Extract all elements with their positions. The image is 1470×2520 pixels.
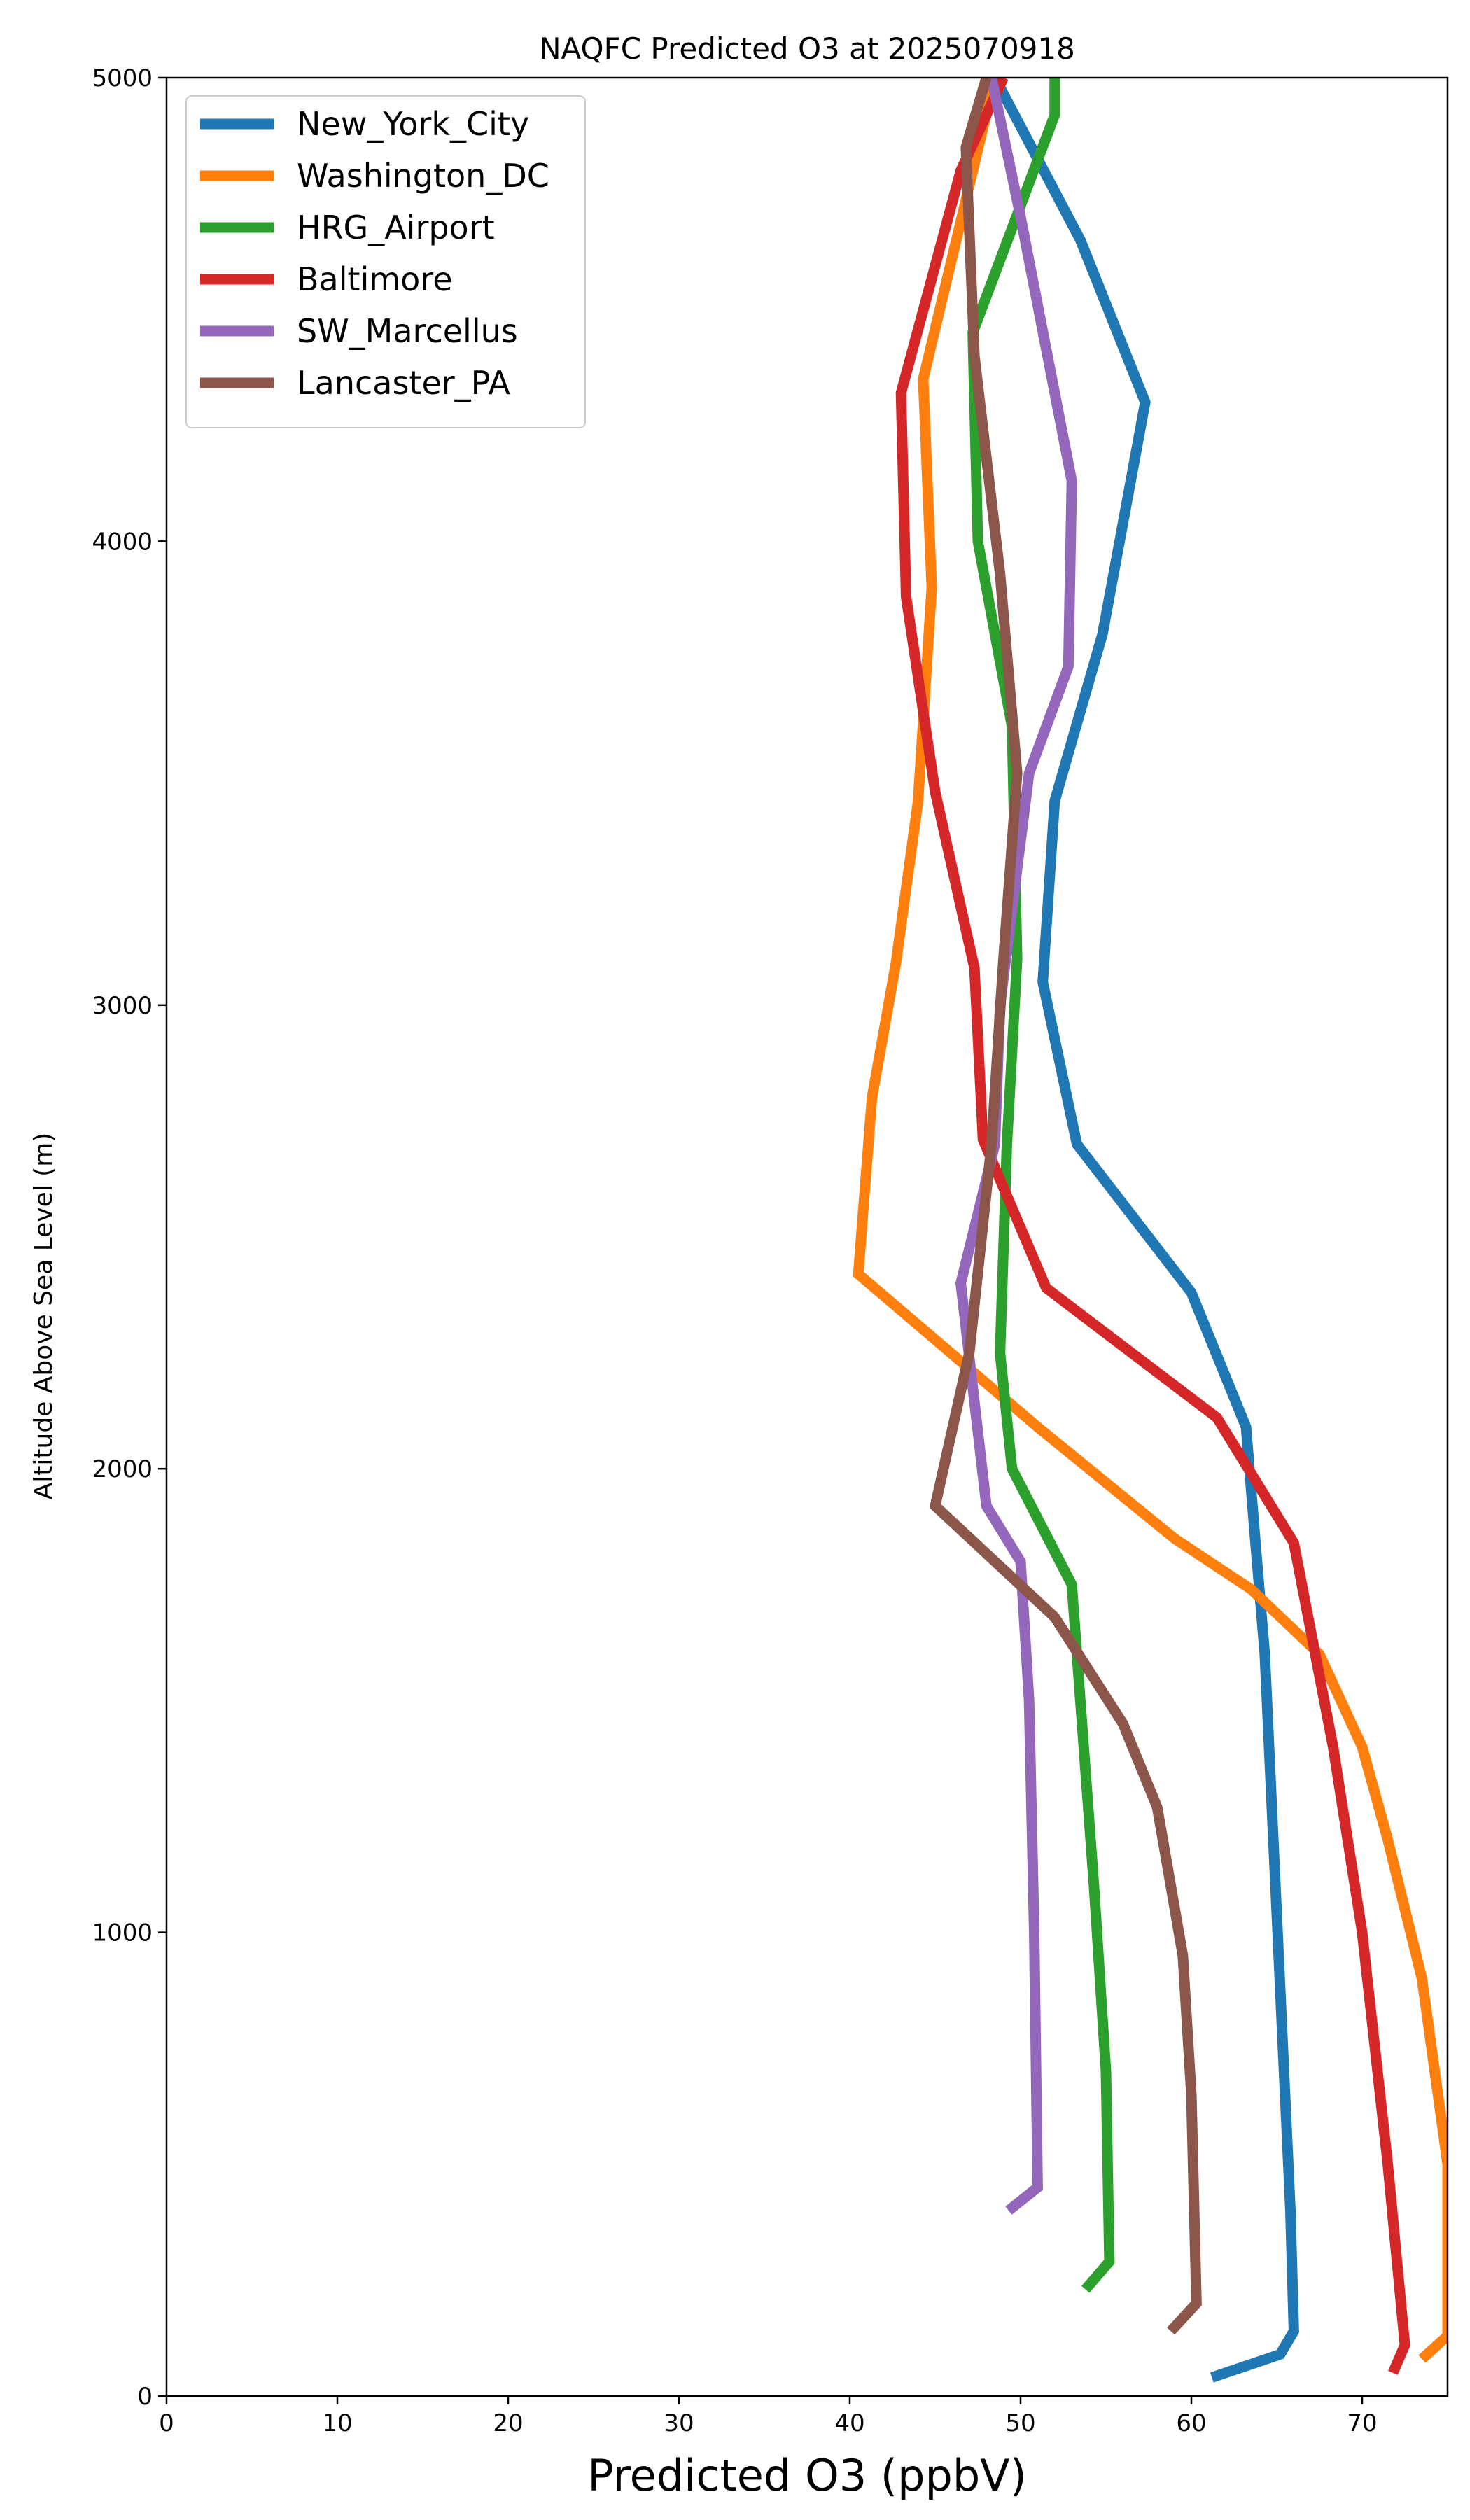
x-tick-label: 20 <box>493 2409 523 2437</box>
x-axis-ticks: 0 10 20 30 40 50 60 70 <box>159 2396 1378 2437</box>
series-line-hrg-airport <box>967 78 1115 2293</box>
chart-title: NAQFC Predicted O3 at 2025070918 <box>539 31 1075 66</box>
x-tick-label: 60 <box>1176 2409 1206 2437</box>
legend-label: SW_Marcellus <box>297 312 518 350</box>
series-line-lancaster-pa <box>929 78 1202 2335</box>
plot-area-frame <box>165 76 1449 2398</box>
series-line-sw-marcellus <box>955 78 1077 2215</box>
y-tick-label: 1000 <box>92 1919 153 1947</box>
y-axis-ticks: 0 1000 2000 3000 4000 5000 <box>92 64 167 2411</box>
series-line-baltimore <box>895 78 1410 2375</box>
y-tick-label: 5000 <box>92 64 153 92</box>
legend-label: Lancaster_PA <box>297 364 510 402</box>
legend-label: Baltimore <box>297 260 453 298</box>
x-axis-label: Predicted O3 (ppbV) <box>587 2450 1027 2501</box>
legend-label: HRG_Airport <box>297 209 495 246</box>
y-tick-label: 2000 <box>92 1455 153 1483</box>
y-tick-label: 3000 <box>92 992 153 1020</box>
x-tick-label: 70 <box>1347 2409 1377 2437</box>
x-tick-label: 40 <box>834 2409 864 2437</box>
legend: New_York_City Washington_DC HRG_Airport Bal… <box>186 95 586 428</box>
legend-label: Washington_DC <box>297 157 550 195</box>
y-tick-label: 4000 <box>92 528 153 556</box>
y-axis-label: Altitude Above Sea Level (m) <box>29 1133 58 1500</box>
x-tick-label: 10 <box>322 2409 352 2437</box>
series-line-new-york-city <box>990 78 1299 2383</box>
y-tick-label: 0 <box>137 2383 153 2411</box>
x-tick-label: 0 <box>159 2409 174 2437</box>
legend-label: New_York_City <box>297 105 529 143</box>
x-tick-label: 30 <box>664 2409 694 2437</box>
legend-box <box>186 95 586 428</box>
series-lines <box>853 78 1448 2383</box>
x-tick-label: 50 <box>1005 2409 1035 2437</box>
